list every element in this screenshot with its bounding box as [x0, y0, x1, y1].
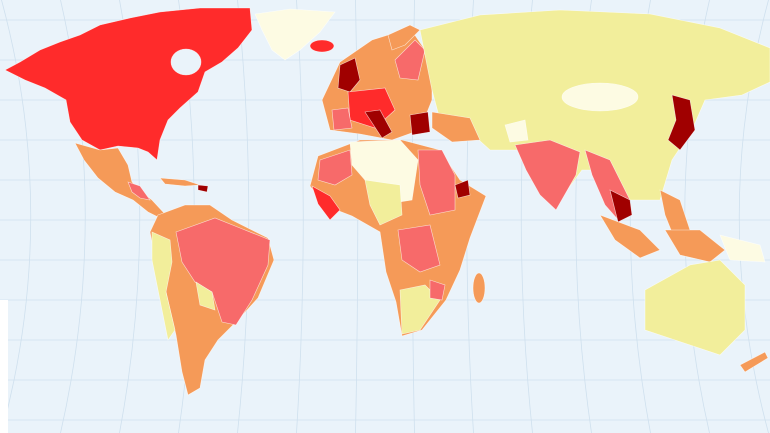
graticule-line: [1, 0, 32, 433]
country: [254, 8, 336, 61]
country: [409, 111, 431, 136]
country: [394, 39, 426, 81]
hudson-bay: [170, 48, 202, 76]
country: [387, 24, 421, 51]
country: [514, 139, 581, 211]
country: [331, 107, 353, 131]
country: [719, 234, 766, 263]
country: [4, 7, 253, 161]
country: [429, 279, 446, 301]
graticule-line: [296, 0, 304, 433]
country: [431, 111, 481, 143]
graticule-line: [237, 0, 250, 433]
country: [309, 39, 335, 53]
country: [364, 109, 393, 139]
country: [175, 217, 271, 326]
country: [364, 179, 403, 226]
country: [504, 119, 529, 143]
country: [127, 181, 151, 201]
country: [472, 272, 486, 304]
country: [197, 184, 209, 193]
country: [337, 57, 361, 93]
country: [667, 94, 696, 151]
countries: [4, 7, 770, 396]
edge-panel: [0, 300, 8, 433]
country: [454, 179, 471, 199]
country: [739, 351, 769, 373]
country: [397, 224, 441, 273]
country: [195, 281, 216, 311]
country: [151, 231, 176, 341]
country: [609, 189, 633, 223]
country: [644, 259, 746, 356]
country: [599, 214, 661, 259]
country: [317, 149, 353, 186]
country: [311, 185, 341, 221]
country: [561, 82, 639, 112]
country: [664, 229, 726, 263]
country: [417, 149, 456, 216]
country: [159, 177, 201, 187]
